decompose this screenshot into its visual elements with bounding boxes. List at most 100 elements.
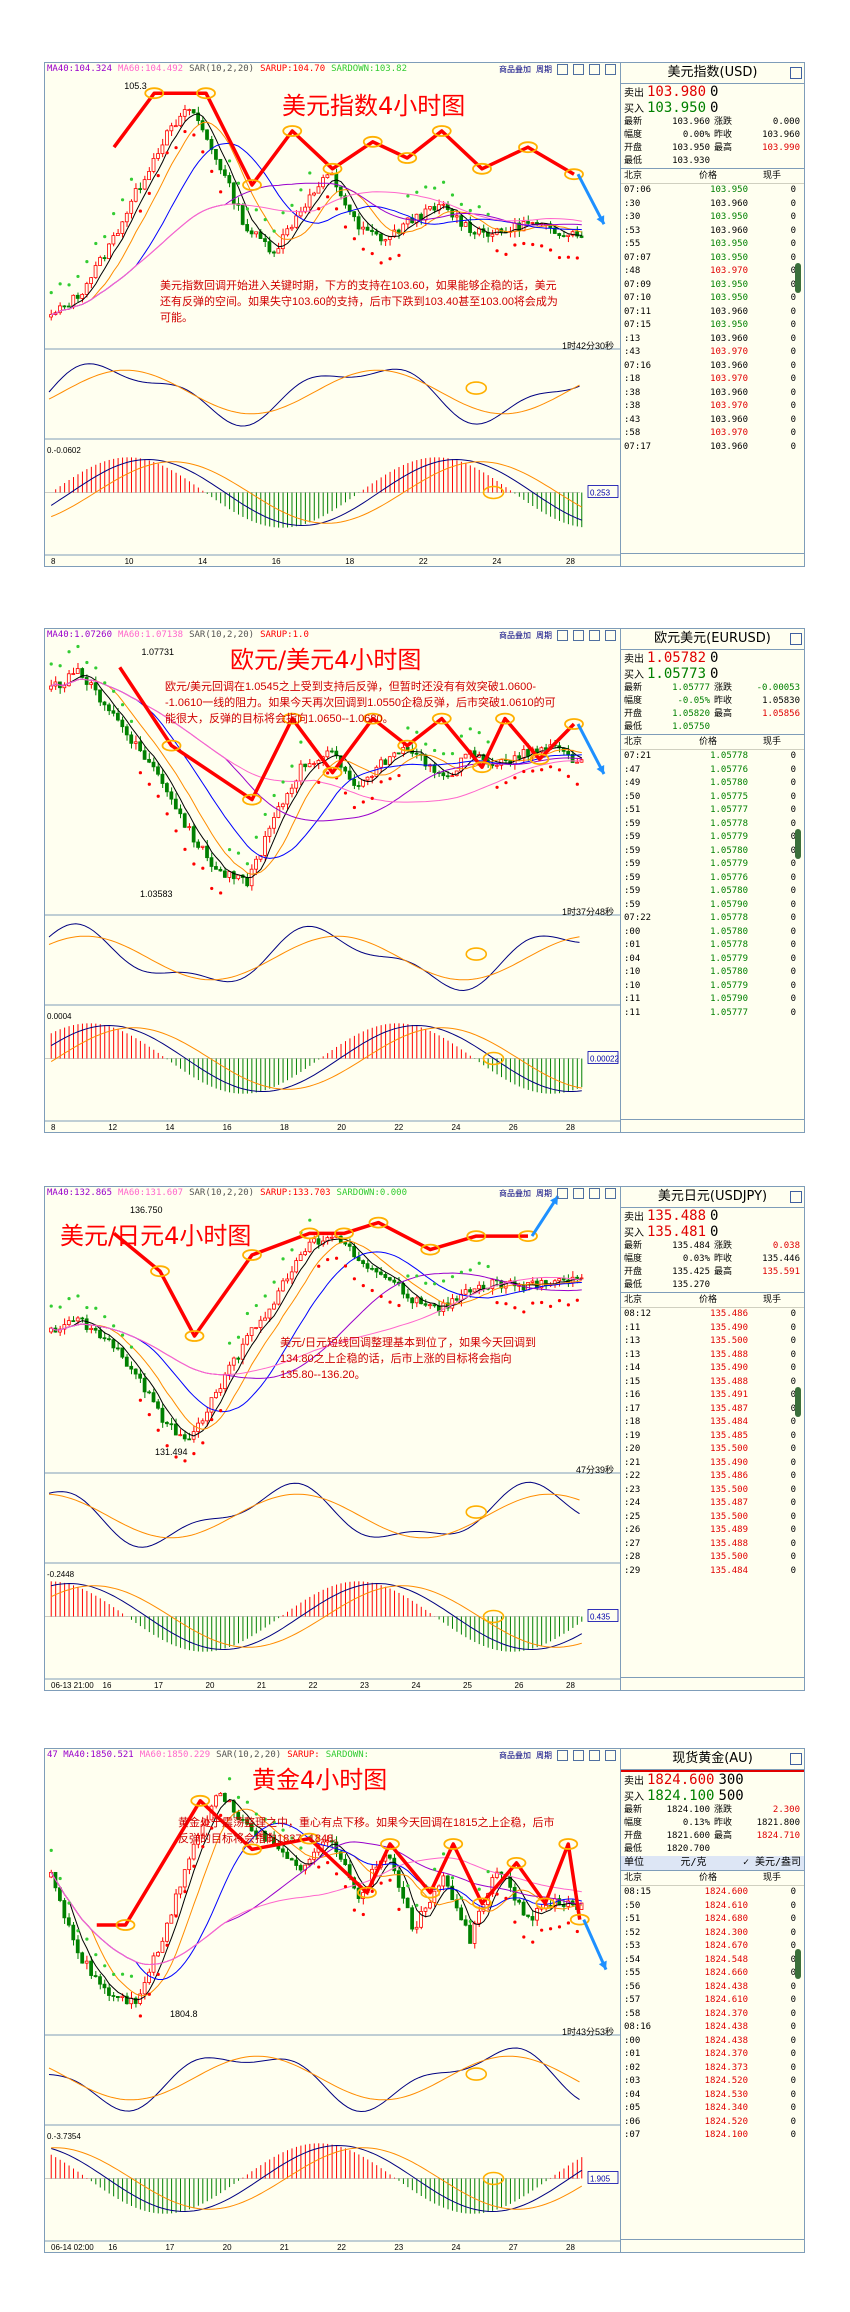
candle [200, 1420, 205, 1424]
sar-dot [85, 1305, 89, 1310]
forecast-arrowhead [596, 215, 605, 225]
unit-cny-option[interactable]: 元/克 [680, 1857, 707, 1868]
chart-area[interactable]: MA40:1.07260 MA60:1.07138 SAR(10,2,20) SARU… [45, 629, 621, 1132]
candle [526, 221, 530, 224]
zoom-in-icon[interactable] [557, 64, 568, 76]
tick-row: :19 135.485 0 [621, 1430, 804, 1444]
candle [316, 1238, 321, 1245]
bar-countdown: 1时42分30秒 [561, 341, 614, 351]
zoom-out-icon[interactable] [573, 1750, 584, 1762]
candle [173, 798, 178, 810]
close-icon[interactable] [605, 1188, 616, 1200]
zoom-in-icon[interactable] [557, 1750, 568, 1762]
zoom-in-icon[interactable] [557, 630, 568, 642]
tick-price: 103.960 [710, 306, 748, 317]
candle [254, 231, 258, 235]
maximize-icon[interactable] [790, 1191, 802, 1203]
chart-area[interactable]: MA40:104.324 MA60:104.492 SAR(10,2,20) SARU… [45, 63, 621, 566]
overlay-button[interactable]: 商品叠加 [499, 1751, 531, 1760]
zoom-out-icon[interactable] [573, 630, 584, 642]
close-icon[interactable] [605, 630, 616, 642]
period-button[interactable]: 周期 [536, 631, 552, 640]
candle [276, 806, 281, 818]
stats-cell: 涨跌 -0.00053 [714, 682, 804, 695]
candle [120, 1347, 125, 1358]
candle [263, 836, 267, 856]
tick-row: 07:06 103.950 0 [621, 184, 804, 198]
zoom-out-icon[interactable] [573, 64, 584, 76]
tick-row: :14 135.490 0 [621, 1362, 804, 1376]
tick-row: :30 103.950 0 [621, 211, 804, 225]
candle [392, 752, 397, 758]
sar-dot [513, 1920, 517, 1924]
sar-dot [433, 186, 437, 190]
candle [521, 221, 526, 232]
pivot-circle [144, 87, 165, 100]
zoom-out-icon[interactable] [573, 1188, 584, 1200]
sar-dot [566, 255, 570, 259]
zoom-in-icon[interactable] [557, 1188, 568, 1200]
maximize-icon[interactable] [790, 633, 802, 645]
candle [231, 1357, 236, 1366]
indicator-label: MA60:131.607 [118, 1188, 184, 1198]
settings-icon[interactable] [589, 630, 600, 642]
chart-area[interactable]: 47 MA40:1850.521 MA60:1850.229 SAR(10,2,20… [45, 1749, 621, 2252]
candle [187, 1858, 192, 1871]
period-button[interactable]: 周期 [536, 65, 552, 74]
tick-price: 135.484 [710, 1417, 748, 1427]
tick-row: 07:15 103.950 0 [621, 319, 804, 333]
x-tick-label: 12 [108, 1123, 117, 1132]
sar-dot [156, 794, 160, 798]
tick-price: 1824.340 [704, 2103, 748, 2113]
overlay-button[interactable]: 商品叠加 [499, 65, 531, 74]
ticks-scrollbar[interactable] [795, 1949, 801, 1979]
pivot-circle [482, 1609, 505, 1624]
tick-volume: 0 [790, 1565, 796, 1576]
candle [75, 294, 80, 299]
candle [477, 1910, 481, 1924]
indicator-bar: MA40:132.865 MA60:131.607 SAR(10,2,20) SARU… [47, 1188, 413, 1198]
maximize-icon[interactable] [790, 1753, 802, 1765]
ticks-scrollbar[interactable] [795, 829, 801, 859]
ticks-scrollbar[interactable] [795, 1387, 801, 1417]
tick-row: :13 135.500 0 [621, 1335, 804, 1349]
overlay-button[interactable]: 商品叠加 [499, 631, 531, 640]
close-icon[interactable] [605, 1750, 616, 1762]
sell-label: 卖出 [624, 88, 644, 99]
candle [200, 1824, 205, 1836]
tick-row: 07:16 103.960 0 [621, 360, 804, 374]
tick-row: :29 135.484 0 [621, 1565, 804, 1579]
settings-icon[interactable] [589, 1750, 600, 1762]
candle [178, 1886, 183, 1895]
candle [298, 1254, 303, 1261]
buy-price: 103.950 [647, 100, 707, 116]
candle [227, 1364, 232, 1375]
settings-icon[interactable] [589, 64, 600, 76]
maximize-icon[interactable] [790, 67, 802, 79]
low-price-label: 131.494 [155, 1447, 188, 1457]
ticks-scrollbar[interactable] [795, 263, 801, 293]
unit-usd-option[interactable]: ✓ 美元/盎司 [742, 1857, 801, 1868]
sar-dot [326, 771, 330, 775]
tick-time: :15 [624, 1376, 641, 1387]
settings-icon[interactable] [589, 1188, 600, 1200]
period-button[interactable]: 周期 [536, 1189, 552, 1198]
tick-row: :59 1.05780 0 [621, 885, 804, 899]
chart-area[interactable]: MA40:132.865 MA60:131.607 SAR(10,2,20) SARU… [45, 1187, 621, 1690]
tick-time: :27 [624, 1538, 641, 1549]
period-button[interactable]: 周期 [536, 1751, 552, 1760]
candle [280, 1280, 285, 1292]
overlay-button[interactable]: 商品叠加 [499, 1189, 531, 1198]
sar-dot [49, 1304, 53, 1308]
close-icon[interactable] [605, 64, 616, 76]
unit-selector[interactable]: 单位 元/克 ✓ 美元/盎司 [621, 1856, 804, 1870]
candle [209, 857, 214, 867]
candle [459, 1907, 464, 1921]
candle [191, 1843, 196, 1860]
tick-volume: 0 [790, 953, 796, 964]
tick-time: :38 [624, 401, 641, 411]
candle [258, 1319, 263, 1328]
sar-dot [531, 1940, 535, 1944]
sar-dot [379, 261, 383, 265]
candle [222, 1373, 227, 1390]
